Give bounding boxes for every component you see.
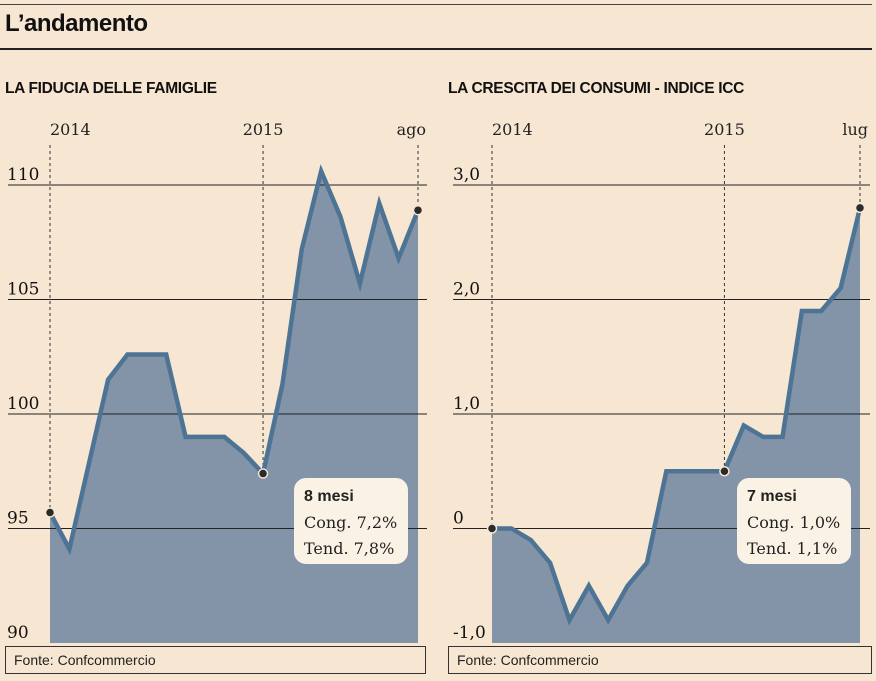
y-tick-label: 1,0	[453, 394, 480, 414]
y-tick-label: 2,0	[453, 280, 480, 300]
left-callout-heading: 8 mesi	[304, 488, 354, 505]
y-tick-label: 95	[7, 509, 29, 529]
y-tick-label: 90	[7, 623, 29, 643]
period-label: ago	[397, 120, 426, 139]
left-chart-title: LA FIDUCIA DELLE FAMIGLIE	[5, 80, 217, 97]
right-callout-cong: Cong. 1,0%	[747, 513, 841, 532]
right-callout: 7 mesi Cong. 1,0% Tend. 1,1%	[737, 478, 851, 564]
series-line	[48, 164, 421, 556]
title-rule	[0, 48, 872, 50]
period-label: 2015	[243, 120, 284, 139]
data-point-marker	[412, 204, 424, 216]
data-point-marker	[854, 202, 866, 214]
y-tick-label: 0	[453, 509, 464, 529]
figure-title: L’andamento	[5, 10, 148, 37]
y-tick-label: -1,0	[453, 623, 486, 643]
right-chart-title: LA CRESCITA DEI CONSUMI - INDICE ICC	[448, 80, 745, 97]
data-point-marker	[486, 523, 498, 534]
data-point-marker	[44, 507, 56, 518]
data-point-marker	[257, 468, 269, 479]
data-point-marker	[719, 466, 730, 477]
period-label: lug	[842, 120, 868, 139]
left-callout: 8 mesi Cong. 7,2% Tend. 7,8%	[294, 478, 408, 564]
left-callout-tend: Tend. 7,8%	[304, 539, 395, 558]
y-tick-label: 100	[7, 394, 39, 414]
y-tick-label: 110	[7, 165, 39, 185]
y-tick-label: 105	[7, 280, 39, 300]
right-callout-heading: 7 mesi	[747, 488, 797, 505]
period-label: 2014	[50, 120, 91, 139]
area-fill	[492, 207, 860, 643]
left-callout-cong: Cong. 7,2%	[304, 513, 398, 532]
period-label: 2015	[704, 120, 745, 139]
series-line	[492, 207, 863, 626]
period-label: 2014	[492, 120, 533, 139]
left-source: Fonte: Confcommercio	[5, 646, 426, 674]
right-callout-tend: Tend. 1,1%	[747, 539, 838, 558]
right-source: Fonte: Confcommercio	[448, 646, 872, 674]
y-tick-label: 3,0	[453, 165, 480, 185]
top-rule	[0, 4, 872, 5]
